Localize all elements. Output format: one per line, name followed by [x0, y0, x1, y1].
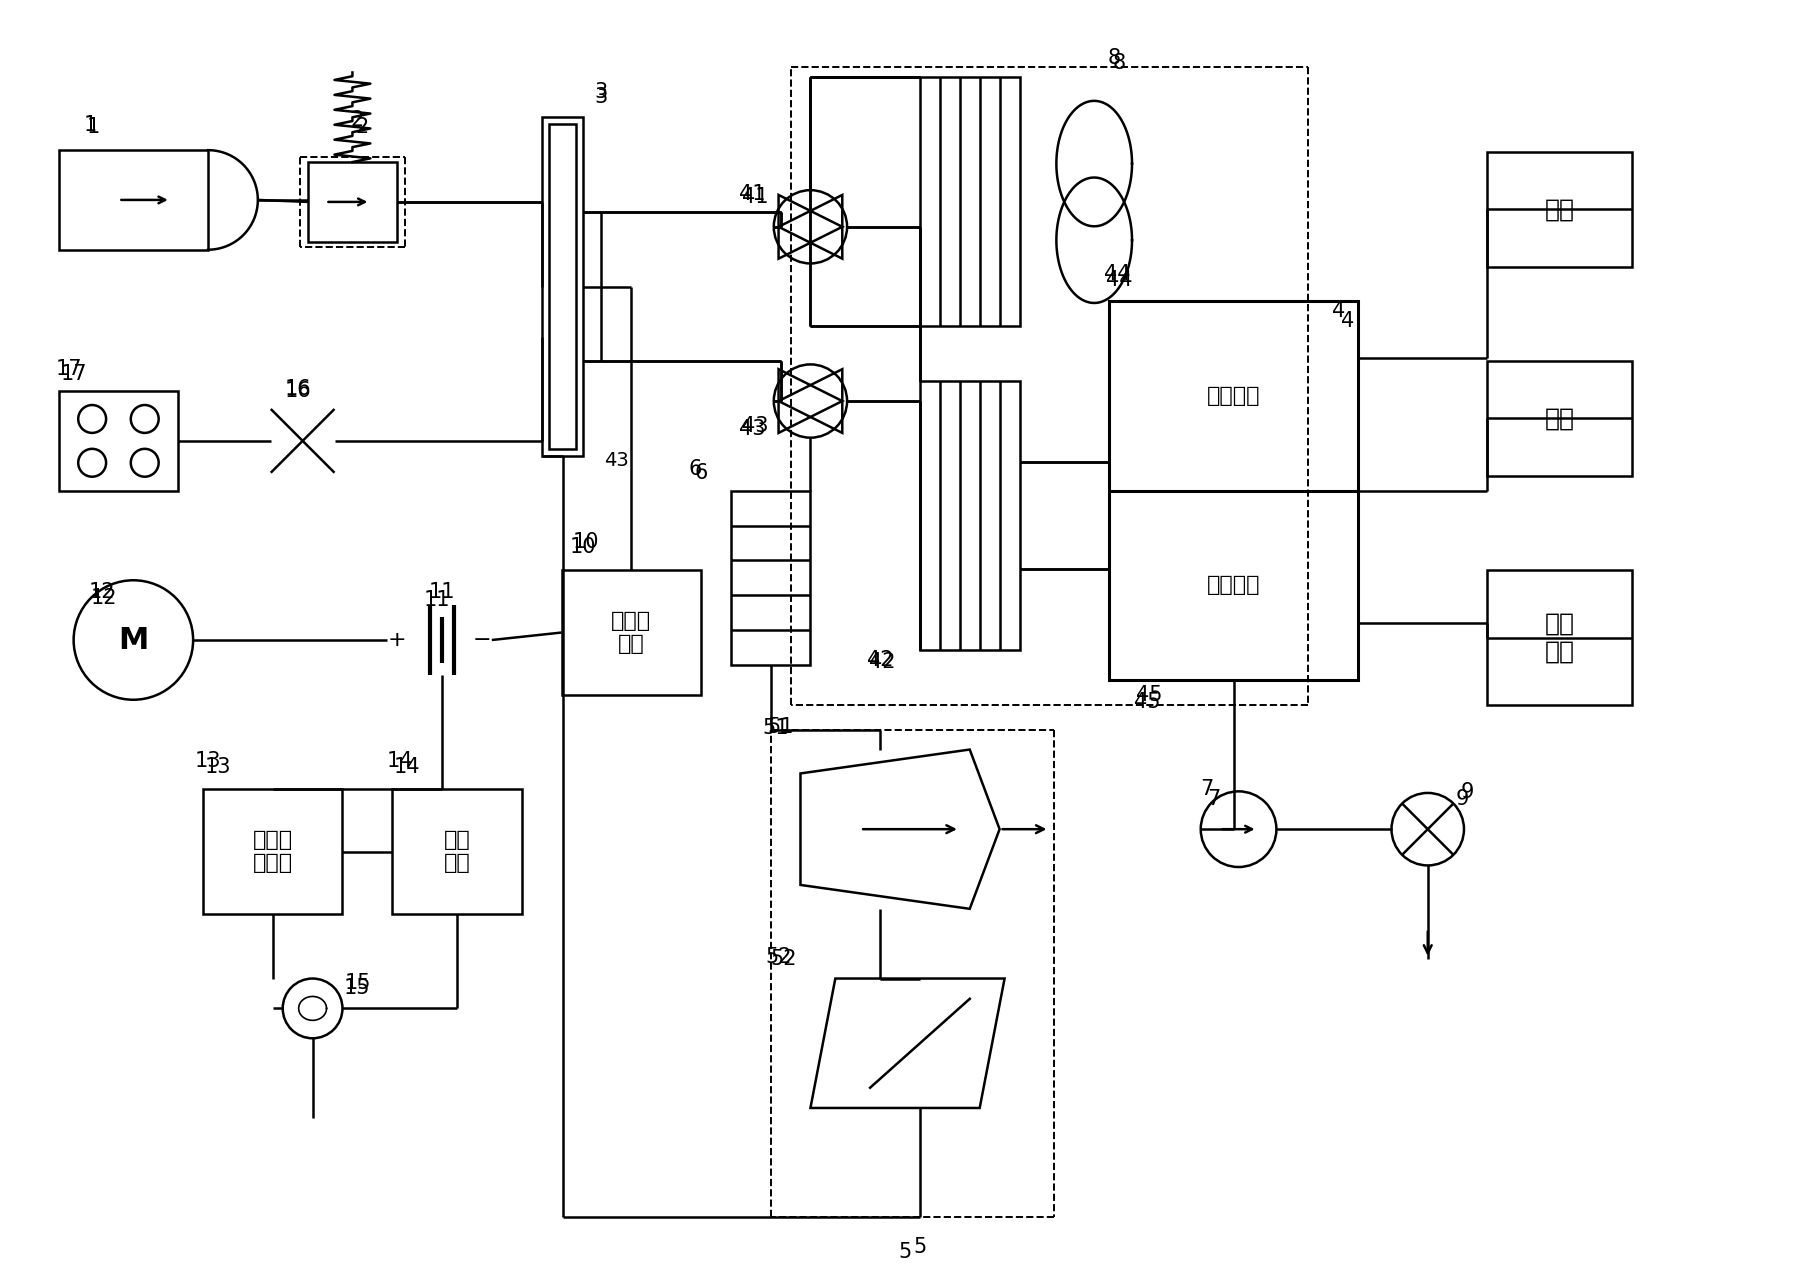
Text: 16: 16	[284, 381, 311, 402]
Text: 45: 45	[1133, 692, 1161, 712]
Text: 直流变
压器: 直流变 压器	[611, 611, 651, 654]
Bar	[58, 391, 178, 490]
Bar	[204, 789, 342, 913]
Text: 51: 51	[762, 717, 789, 738]
Bar	[58, 150, 207, 250]
Text: 1: 1	[84, 115, 96, 135]
Text: 14: 14	[395, 757, 420, 777]
Text: 17: 17	[55, 359, 82, 380]
Text: 43: 43	[740, 420, 766, 439]
Text: 51: 51	[768, 717, 793, 736]
Bar	[1488, 362, 1632, 476]
Text: 4: 4	[1332, 302, 1344, 322]
Bar	[920, 381, 1019, 650]
Text: 3: 3	[595, 87, 608, 108]
Text: 52: 52	[766, 947, 791, 966]
Bar	[731, 490, 811, 665]
Text: +: +	[387, 630, 406, 650]
Text: M: M	[118, 626, 149, 654]
Bar	[920, 77, 1019, 326]
Text: 17: 17	[60, 364, 87, 384]
Text: 12: 12	[89, 582, 115, 602]
Text: 12: 12	[91, 588, 116, 608]
Bar	[549, 124, 577, 449]
Text: 13: 13	[195, 752, 222, 771]
Text: 9: 9	[1461, 783, 1473, 802]
Text: 低温水箱: 低温水箱	[1206, 575, 1261, 595]
Text: 6: 6	[688, 459, 702, 479]
Text: 4: 4	[1341, 312, 1355, 331]
Text: 42: 42	[868, 650, 893, 670]
Text: 11: 11	[429, 582, 455, 602]
Text: 5: 5	[899, 1242, 911, 1262]
Text: 7: 7	[1208, 789, 1221, 810]
Text: 42: 42	[869, 652, 895, 672]
Text: 1: 1	[87, 117, 100, 137]
Text: 2: 2	[351, 110, 364, 131]
Text: 14: 14	[387, 752, 413, 771]
Text: 2: 2	[357, 117, 369, 137]
Text: 交直流
转换器: 交直流 转换器	[253, 830, 293, 874]
Text: 41: 41	[742, 187, 769, 207]
Bar	[307, 162, 397, 241]
Text: 44: 44	[1106, 269, 1133, 290]
Text: 9: 9	[1455, 789, 1470, 810]
Bar	[542, 117, 584, 455]
Text: 取暖: 取暖	[1544, 198, 1575, 222]
Text: −: −	[473, 630, 491, 650]
Bar	[1110, 302, 1359, 680]
Text: 7: 7	[1201, 779, 1213, 799]
Text: 6: 6	[695, 463, 708, 482]
Bar	[1488, 153, 1632, 267]
Bar	[393, 789, 522, 913]
Text: 15: 15	[344, 979, 371, 998]
Text: 52: 52	[769, 948, 797, 969]
Text: 3: 3	[595, 82, 608, 103]
Text: 10: 10	[573, 532, 600, 553]
Text: 43: 43	[604, 452, 629, 471]
Text: 8: 8	[1108, 47, 1121, 68]
Text: 44: 44	[1104, 263, 1130, 284]
Text: 用电
设备: 用电 设备	[444, 830, 471, 874]
Bar	[562, 571, 700, 695]
Bar	[1488, 571, 1632, 704]
Text: 43: 43	[742, 416, 769, 436]
Text: 10: 10	[569, 538, 597, 557]
Text: 生活
用水: 生活 用水	[1544, 612, 1575, 663]
Text: 15: 15	[346, 973, 371, 993]
Text: 11: 11	[424, 590, 451, 611]
Text: 41: 41	[740, 183, 766, 204]
Text: 45: 45	[1135, 685, 1162, 704]
Text: 制冷: 制冷	[1544, 407, 1575, 431]
Text: 高温水箱: 高温水箱	[1206, 386, 1261, 405]
Text: 5: 5	[913, 1237, 926, 1257]
Text: 8: 8	[1113, 53, 1126, 73]
Text: 13: 13	[206, 757, 231, 777]
Text: 16: 16	[284, 378, 311, 399]
